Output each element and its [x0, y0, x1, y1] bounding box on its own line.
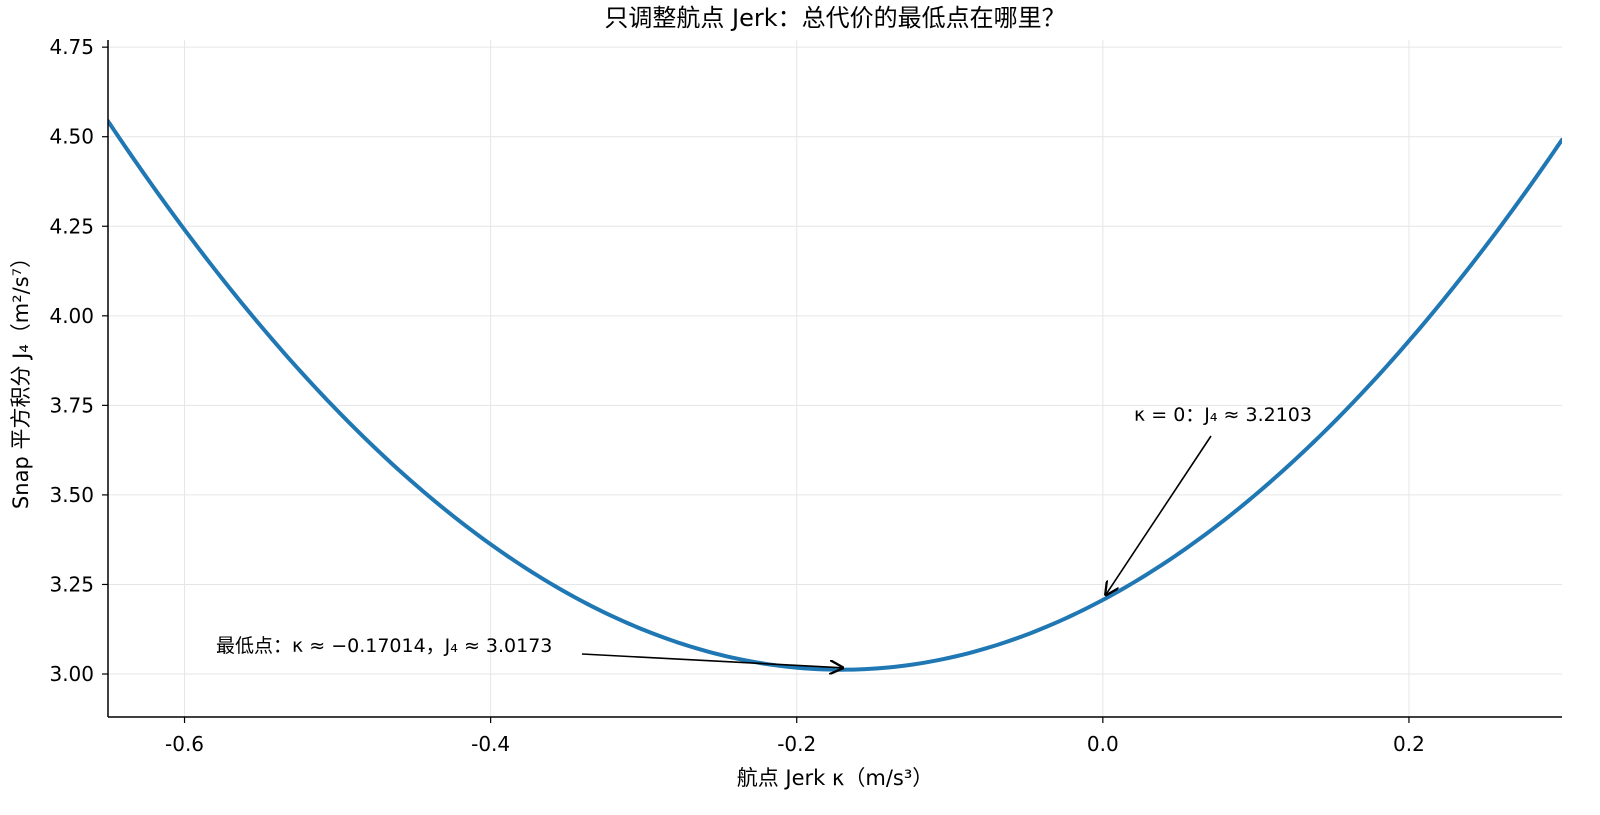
- x-tick-label: -0.4: [471, 732, 510, 756]
- x-tick-label: 0.0: [1087, 732, 1119, 756]
- x-tick-label: -0.6: [165, 732, 204, 756]
- x-axis-label: 航点 Jerk κ（m/s³）: [737, 766, 934, 790]
- chart-title: 只调整航点 Jerk：总代价的最低点在哪里？: [604, 4, 1065, 32]
- y-tick-label: 4.25: [49, 214, 94, 238]
- annotation-minimum: 最低点：κ ≈ −0.17014，J₄ ≈ 3.0173: [216, 635, 842, 668]
- y-tick-label: 4.00: [49, 304, 94, 328]
- y-tick-label: 4.75: [49, 35, 94, 59]
- data-line-series-0: [108, 119, 1562, 672]
- axes: [107, 40, 1562, 718]
- y-tick-label: 4.50: [49, 125, 94, 149]
- y-axis-label: Snap 平方积分 J₄（m²/s⁷）: [9, 247, 33, 509]
- annotation-minimum-text: 最低点：κ ≈ −0.17014，J₄ ≈ 3.0173: [216, 635, 552, 657]
- grid: [108, 40, 1562, 717]
- x-ticks: -0.6 -0.4 -0.2 0.0 0.2: [165, 717, 1425, 756]
- y-tick-label: 3.00: [49, 662, 94, 686]
- annotation-zero-arrow: [1106, 435, 1212, 595]
- annotation-zero: κ = 0：J₄ ≈ 3.2103: [1106, 404, 1312, 595]
- y-ticks: 3.00 3.25 3.50 3.75 4.00 4.25 4.50 4.75: [49, 35, 108, 686]
- annotation-minimum-arrow: [581, 653, 842, 668]
- x-tick-label: 0.2: [1393, 732, 1425, 756]
- plot-area: [108, 119, 1562, 672]
- y-tick-label: 3.75: [49, 393, 94, 417]
- y-tick-label: 3.50: [49, 483, 94, 507]
- y-tick-label: 3.25: [49, 572, 94, 596]
- x-tick-label: -0.2: [777, 732, 816, 756]
- annotation-zero-text: κ = 0：J₄ ≈ 3.2103: [1134, 404, 1312, 426]
